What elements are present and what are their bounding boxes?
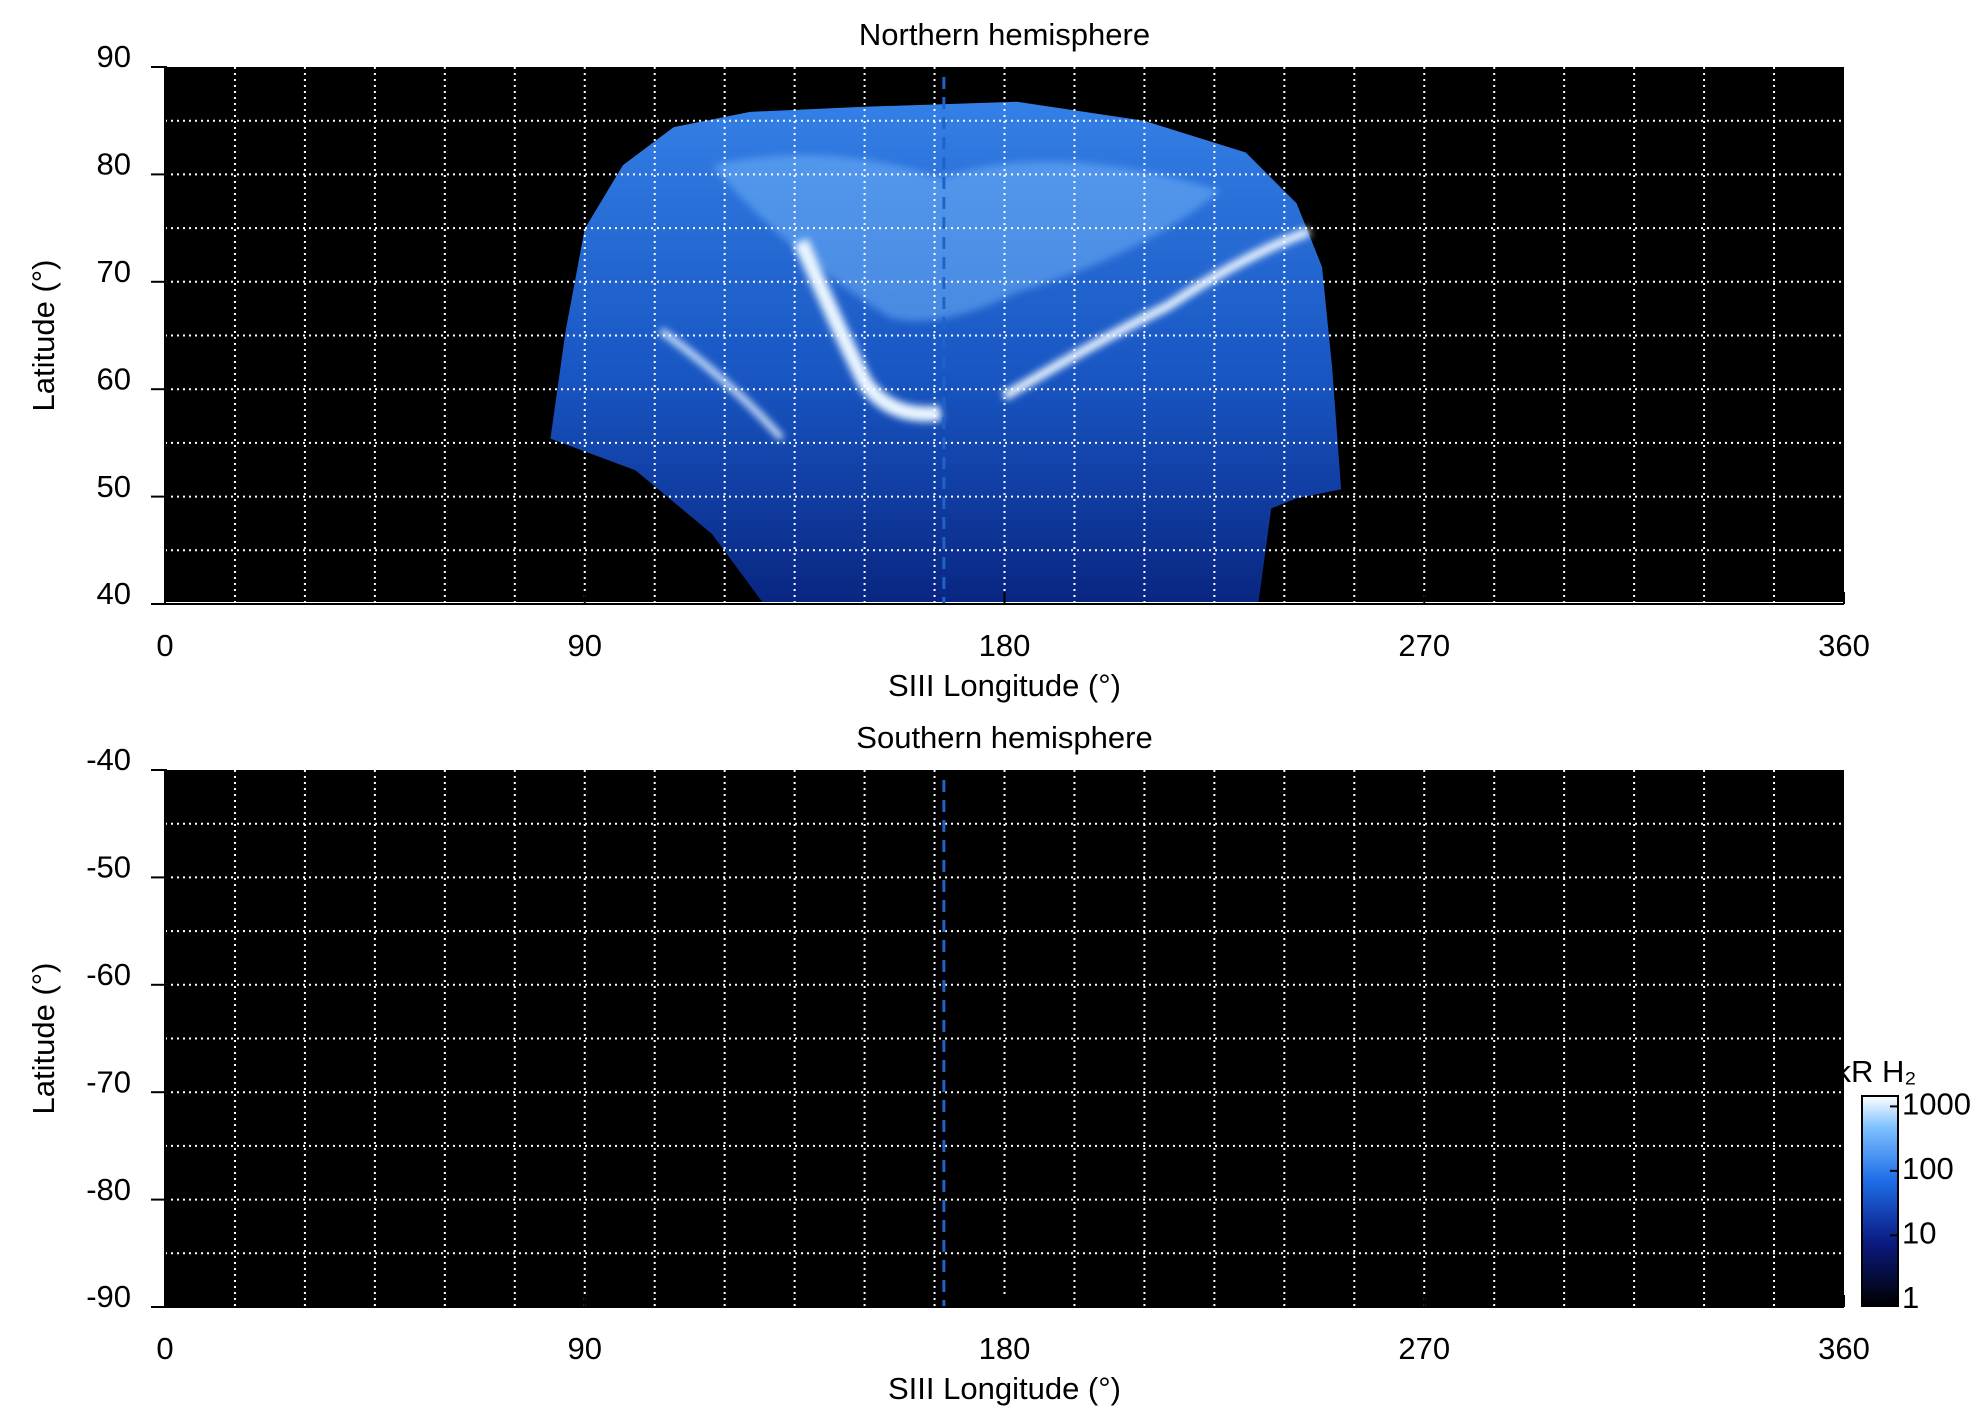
x-tick-label: 270 (1398, 1331, 1450, 1366)
y-tick-label: -90 (86, 1279, 131, 1314)
colorbar-tick-label: 100 (1902, 1151, 1954, 1186)
x-tick-label: 270 (1398, 628, 1450, 663)
y-tick-label: 80 (97, 147, 131, 182)
colorbar-tick-label: 1 (1902, 1280, 1919, 1315)
x-axis-label: SIII Longitude (°) (888, 668, 1121, 703)
y-axis-label: Latitude (°) (26, 963, 61, 1115)
y-tick-label: -50 (86, 850, 131, 885)
x-tick-label: 360 (1818, 1331, 1870, 1366)
x-tick-label: 180 (979, 628, 1031, 663)
y-tick-label: 70 (97, 254, 131, 289)
colorbar-tick-label: 1000 (1902, 1087, 1971, 1122)
chart-title: Southern hemisphere (856, 720, 1152, 755)
colorbar-tick-label: 10 (1902, 1215, 1936, 1250)
x-tick-label: 180 (979, 1331, 1031, 1366)
y-tick-label: 50 (97, 469, 131, 504)
x-tick-label: 360 (1818, 628, 1870, 663)
chart-title: Northern hemisphere (859, 17, 1150, 52)
y-tick-label: -40 (86, 742, 131, 777)
colorbar-label: kR H₂ (1836, 1054, 1917, 1089)
y-tick-label: -60 (86, 957, 131, 992)
y-tick-label: -80 (86, 1172, 131, 1207)
y-tick-label: 90 (97, 39, 131, 74)
y-tick-label: 40 (97, 576, 131, 611)
colorbar (1861, 1095, 1899, 1307)
x-tick-label: 90 (568, 628, 602, 663)
y-tick-label: -70 (86, 1064, 131, 1099)
x-tick-label: 0 (156, 1331, 173, 1366)
x-tick-label: 0 (156, 628, 173, 663)
x-tick-label: 90 (568, 1331, 602, 1366)
y-axis-label: Latitude (°) (26, 260, 61, 412)
x-axis-label: SIII Longitude (°) (888, 1371, 1121, 1406)
y-tick-label: 60 (97, 361, 131, 396)
